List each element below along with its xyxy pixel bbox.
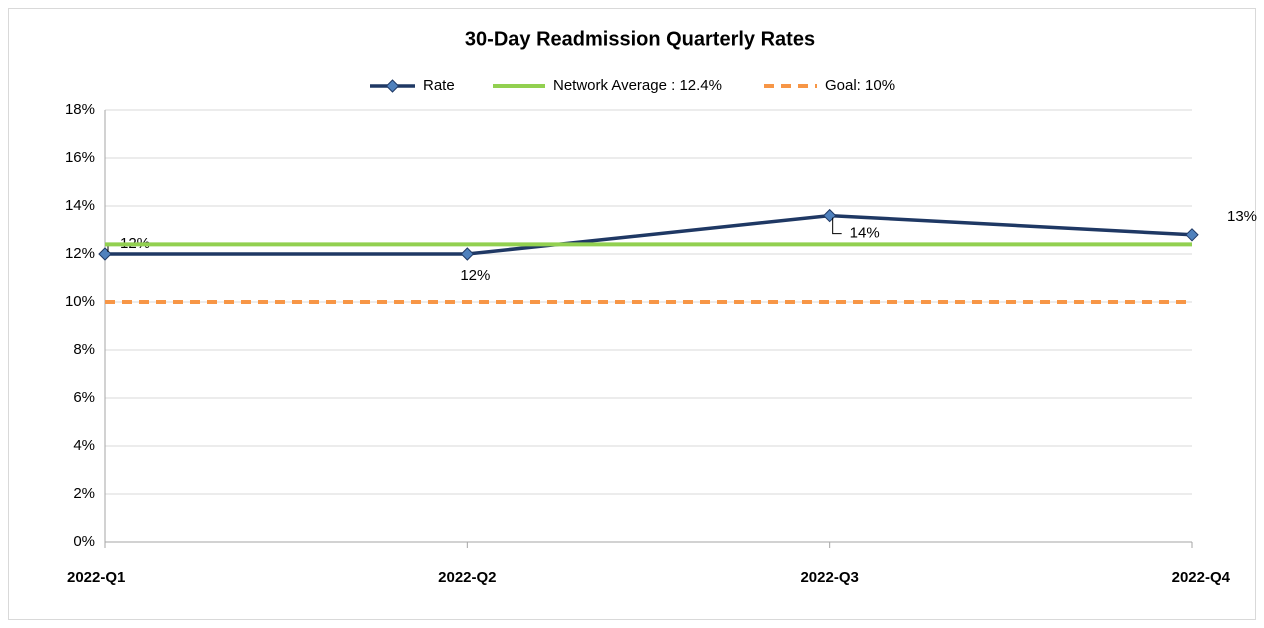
y-tick-label: 10%: [65, 293, 95, 310]
legend-label: Rate: [423, 77, 455, 94]
x-tick-label: 2022-Q2: [438, 569, 496, 586]
series-line: [105, 213, 1193, 256]
data-label: 12%: [460, 267, 490, 284]
y-tick-label: 0%: [73, 533, 95, 550]
chart-border: [8, 8, 1256, 620]
legend-label: Network Average : 12.4%: [553, 77, 722, 94]
y-tick-label: 4%: [73, 437, 95, 454]
y-tick-label: 14%: [65, 197, 95, 214]
x-tick-label: 2022-Q1: [67, 569, 125, 586]
point-marker: [822, 208, 837, 223]
y-tick-label: 8%: [73, 341, 95, 358]
y-tick-label: 18%: [65, 101, 95, 118]
data-label: 13%: [1227, 208, 1257, 225]
chart-title: 30-Day Readmission Quarterly Rates: [465, 28, 815, 50]
point-marker: [1185, 228, 1199, 242]
y-tick-label: 16%: [65, 149, 95, 166]
point-marker: [460, 247, 475, 261]
y-tick-label: 12%: [65, 245, 95, 262]
leader-line: [832, 217, 842, 235]
y-tick-label: 6%: [73, 389, 95, 406]
legend-marker: [385, 79, 400, 93]
legend-label: Goal: 10%: [825, 77, 895, 94]
x-tick-label: 2022-Q4: [1172, 569, 1231, 586]
data-label: 14%: [850, 225, 880, 242]
y-tick-label: 2%: [73, 485, 95, 502]
x-tick-label: 2022-Q3: [800, 569, 858, 586]
